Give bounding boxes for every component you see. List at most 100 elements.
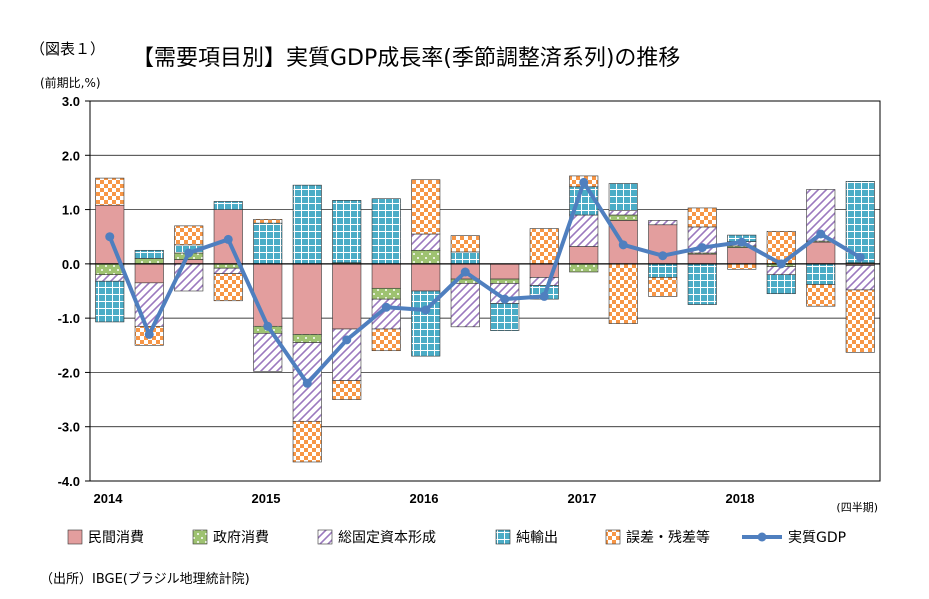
bar-segment-errors-2017Q2 (608, 263, 638, 324)
bar-segment-net_exports-2017Q3 (648, 263, 678, 278)
gdp-point-2015Q4 (381, 302, 391, 312)
bar-segment-errors-2014Q3 (174, 225, 204, 246)
gdp-point-2018Q1 (737, 237, 747, 247)
bar-segment-errors-2018Q4 (845, 289, 875, 353)
bar-segment-government-2015Q2 (292, 334, 322, 343)
chart-title: 【需要項目別】実質GDP成長率(季節調整済系列)の推移 (132, 46, 681, 71)
gdp-point-2015Q1 (263, 321, 273, 331)
bar-segment-errors-2018Q3 (806, 284, 836, 307)
legend-label-errors: 誤差・残差等 (626, 529, 710, 546)
legend-swatch-errors (605, 529, 621, 545)
bar-segment-net_exports-2017Q2 (608, 183, 638, 211)
y-tick-label: 0.0 (62, 257, 80, 272)
gdp-point-2014Q2 (144, 329, 154, 339)
bar-segment-consumption-2017Q1 (569, 246, 599, 265)
bar-segment-errors-2014Q1 (95, 177, 125, 206)
gdp-point-2016Q2 (460, 267, 470, 277)
bar-segment-government-2015Q4 (371, 287, 401, 300)
gridlines (89, 100, 881, 482)
gdp-point-2015Q2 (302, 378, 312, 388)
legend-marker-gdp (757, 532, 767, 542)
bar-segment-errors-2015Q2 (292, 420, 322, 463)
bar-segment-government-2017Q1 (569, 263, 599, 273)
bar-segment-net_exports-2018Q4 (845, 181, 875, 264)
x-year-label: 2017 (568, 491, 597, 506)
y-tick-label: 2.0 (62, 148, 80, 163)
bar-segment-errors-2017Q3 (648, 277, 678, 297)
legend-label-consumption: 民間消費 (88, 530, 144, 546)
gdp-point-2014Q3 (184, 248, 194, 258)
bar-segment-consumption-2014Q2 (134, 263, 164, 284)
bar-segment-investment-2016Q2 (450, 283, 480, 328)
gdp-point-2016Q3 (500, 294, 510, 304)
legend-swatch-consumption (67, 529, 83, 545)
gdp-point-2016Q4 (539, 291, 549, 301)
y-tick-label: -2.0 (58, 365, 80, 380)
bar-segment-net_exports-2018Q3 (806, 263, 836, 285)
gdp-point-2017Q1 (579, 177, 589, 187)
bar-segment-net_exports-2014Q4 (213, 201, 243, 210)
bar-segment-investment-2016Q1 (411, 233, 441, 251)
gdp-point-2017Q3 (658, 251, 668, 261)
gdp-point-2018Q2 (776, 259, 786, 269)
bar-segment-net_exports-2015Q3 (332, 200, 362, 264)
bar-segment-investment-2016Q4 (529, 277, 559, 286)
bar-segment-net_exports-2018Q2 (766, 274, 796, 295)
bar-segment-net_exports-2015Q2 (292, 184, 322, 265)
gdp-point-2017Q4 (697, 243, 707, 253)
bar-segment-errors-2017Q4 (687, 207, 717, 228)
gdp-point-2017Q2 (618, 240, 628, 250)
bar-segment-errors-2015Q3 (332, 380, 362, 400)
bar-segment-consumption-2016Q1 (411, 263, 441, 292)
bar-segment-errors-2015Q1 (253, 219, 283, 224)
y-tick-label: -1.0 (58, 311, 80, 326)
bar-segment-errors-2014Q4 (213, 273, 243, 302)
bar-segment-investment-2018Q4 (845, 265, 875, 291)
bar-segment-consumption-2015Q3 (332, 263, 362, 330)
gdp-point-2014Q4 (223, 234, 233, 244)
bar-segment-consumption-2015Q2 (292, 263, 322, 335)
gdp-point-2018Q4 (855, 252, 865, 262)
bar-segment-net_exports-2014Q1 (95, 280, 125, 323)
bar-segment-errors-2015Q4 (371, 328, 401, 352)
bar-segment-consumption-2018Q3 (806, 241, 836, 265)
legend-label-net_exports: 純輸出 (516, 530, 558, 546)
legend-label-gdp: 実質GDP (788, 530, 846, 546)
gdp-point-2015Q3 (342, 335, 352, 345)
bar-segment-errors-2016Q4 (529, 228, 559, 265)
legend-swatch-government (192, 529, 208, 545)
x-year-label: 2016 (410, 491, 439, 506)
gdp-point-2014Q1 (105, 232, 115, 242)
bar-segment-consumption-2014Q3 (174, 259, 204, 265)
bar-segment-investment-2017Q1 (569, 214, 599, 247)
bar-segment-net_exports-2016Q3 (490, 303, 520, 331)
figure-label: （図表１） (30, 40, 106, 58)
tick-labels: 3.0 2.0 1.0 0.0 -1.0 -2.0 -3.0 -4.0 2014 2015 2016… (58, 94, 878, 514)
y-tick-label: 1.0 (62, 203, 80, 218)
bar-segment-consumption-2016Q3 (490, 263, 520, 280)
bar-segment-net_exports-2014Q2 (134, 249, 164, 259)
bar-segment-errors-2018Q1 (727, 263, 757, 270)
x-year-label: 2015 (252, 491, 281, 506)
source-note: （出所）IBGE(ブラジル地理統計院) (40, 572, 250, 587)
y-axis-label: (前期比,%) (40, 76, 101, 90)
bar-segment-net_exports-2017Q4 (687, 263, 717, 305)
legend-label-investment: 総固定資本形成 (338, 530, 436, 546)
bar-segment-government-2014Q2 (134, 258, 164, 265)
bar-segment-errors-2016Q2 (450, 235, 480, 253)
legend: 民間消費 政府消費 総固定資本形成 純輸出 誤差・残差等 実質GDP (67, 529, 846, 546)
bar-segment-errors-2016Q1 (411, 179, 441, 235)
axes (85, 100, 880, 482)
bar-segment-government-2017Q2 (608, 214, 638, 221)
bar-segment-consumption-2015Q4 (371, 263, 401, 289)
gdp-point-2016Q1 (421, 305, 431, 315)
x-year-label: 2018 (726, 491, 755, 506)
legend-swatch-investment (317, 529, 333, 545)
bar-segment-net_exports-2016Q2 (450, 251, 480, 265)
bar-segment-consumption-2015Q1 (253, 263, 283, 327)
bar-segment-net_exports-2015Q4 (371, 198, 401, 265)
bar-segment-consumption-2017Q4 (687, 253, 717, 265)
bar-segment-investment-2014Q4 (213, 267, 243, 274)
bar-segment-government-2016Q3 (490, 278, 520, 284)
